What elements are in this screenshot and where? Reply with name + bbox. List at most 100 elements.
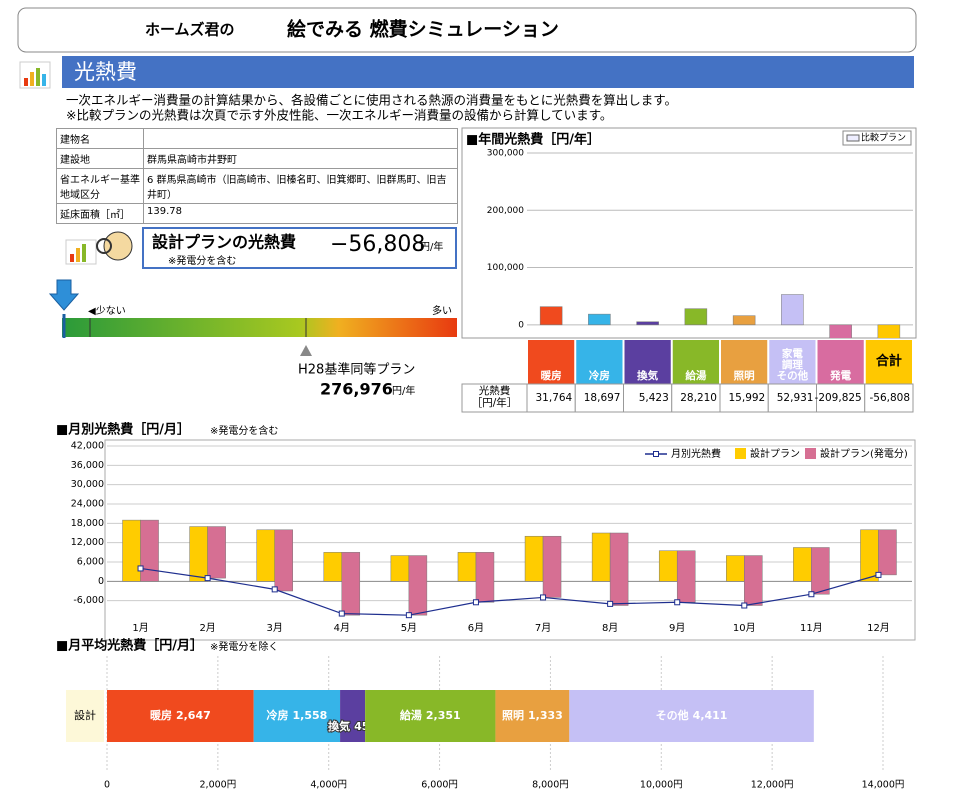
bar [726, 555, 745, 582]
section-bar [62, 56, 914, 88]
value-label: 52,931 [777, 392, 814, 404]
x-tick-label: 12,000円 [751, 780, 794, 791]
x-tick-label: 6,000円 [421, 780, 458, 791]
section-title: 光熱費 [74, 60, 137, 84]
legend-point [653, 451, 659, 457]
category-box [576, 340, 623, 384]
bar [457, 552, 477, 582]
x-tick-label: 8月 [602, 622, 618, 634]
chart-title: ■年間光熱費［円/年］ [466, 132, 600, 148]
x-tick-label: 6月 [468, 622, 484, 634]
x-tick-label: 10月 [733, 622, 756, 634]
value-label: 28,210 [680, 392, 717, 404]
bar [684, 308, 708, 326]
bar [475, 552, 495, 603]
bar-segment [569, 690, 814, 742]
header-title: 絵でみる 燃費シミュレーション [287, 18, 559, 41]
bar [323, 552, 343, 582]
x-tick-label: 2,000円 [200, 780, 237, 791]
y-tick-label: 42,000 [71, 441, 104, 452]
bar [811, 547, 830, 595]
y-tick-label: 0 [518, 320, 524, 330]
bar-segment [340, 690, 366, 742]
x-tick-label: 5月 [401, 622, 417, 634]
legend-label: 設計プラン(発電分) [820, 447, 908, 460]
bar [140, 519, 159, 582]
category-box [528, 340, 575, 384]
design-note: ※発電分を含む [168, 254, 236, 267]
info-table: 建物名 建設地 群馬県高崎市井野町 省エネルギー基準地域区分 6 群馬県高崎市（旧高… [56, 128, 458, 224]
x-tick-label: 12月 [867, 622, 890, 634]
header-subtitle: ホームズ君の [145, 21, 235, 39]
row-label: 光熱費 ［円/年］ [471, 385, 518, 409]
bar [829, 324, 852, 338]
y-tick-label: 24,000 [71, 499, 104, 510]
design-arrow [48, 279, 80, 311]
y-tick-label: 300,000 [487, 149, 524, 159]
segment-value: 2,351 [426, 709, 461, 722]
legend-label: 比較プラン [861, 132, 906, 144]
gauge-low: ◀少ない [88, 305, 126, 317]
category-label: 冷房 [588, 370, 610, 382]
x-tick-label: 10,000円 [640, 780, 683, 791]
header-box [17, 7, 917, 53]
bar [341, 552, 361, 616]
baseline-label: H28基準同等プラン [298, 362, 415, 378]
cell: 6 群馬県高崎市（旧高崎市、旧榛名町、旧箕郷町、旧群馬町、旧吉井町） [143, 168, 458, 204]
design-unit: 円/年 [420, 240, 443, 253]
value-label: -209,825 [815, 392, 862, 404]
legend-label: 設計プラン [750, 447, 800, 460]
bar [588, 313, 611, 326]
segment-name: その他 [656, 708, 689, 722]
category-box [66, 690, 104, 742]
note: ※比較プランの光熱費は次頁で示す外皮性能、一次エネルギー消費量の設備から計算して… [66, 108, 612, 123]
cell: 群馬県高崎市井野町 [143, 148, 458, 169]
value-label: 18,697 [584, 392, 621, 404]
table-cell [574, 383, 624, 413]
value-label: -56,808 [869, 392, 910, 404]
segment-label: 照明 1,333 [502, 709, 563, 722]
y-tick-label: 18,000 [71, 518, 104, 529]
y-tick-label: 12,000 [71, 537, 104, 548]
point [204, 575, 211, 582]
bar [524, 535, 544, 582]
point [607, 600, 614, 607]
segment-name: 照明 [502, 709, 524, 722]
point [472, 599, 479, 606]
category-label: 換気 [637, 370, 659, 382]
value-label: 5,423 [639, 392, 669, 404]
table-cell [864, 383, 914, 413]
x-tick-label: 11月 [800, 622, 823, 634]
segment-value: 1,333 [528, 709, 563, 722]
gauge-bar [62, 318, 457, 337]
category-label: 照明 [733, 370, 755, 382]
x-tick-label: 2月 [199, 622, 215, 634]
bar [793, 547, 812, 582]
bar [189, 526, 208, 582]
line [140, 567, 879, 616]
segment-value: 2,647 [176, 709, 211, 722]
bar [274, 529, 293, 592]
chart-title: ■月別光熱費［円/月］ [56, 422, 190, 438]
category-box [672, 340, 719, 384]
x-tick-label: 7月 [535, 622, 551, 634]
category-box [769, 340, 816, 384]
segment-name: 暖房 [150, 708, 172, 722]
y-tick-label: 100,000 [487, 263, 524, 273]
y-tick-label: 0 [98, 576, 104, 587]
bar [122, 519, 141, 582]
bar [542, 535, 562, 598]
x-tick-label: 3月 [267, 622, 283, 634]
segment-name: 冷房 [266, 708, 288, 722]
cell: 省エネルギー基準地域区分 [56, 168, 144, 204]
table-cell [767, 383, 817, 413]
design-value: −56,808 [330, 232, 425, 257]
baseline-unit: 円/年 [392, 384, 415, 397]
point [875, 571, 882, 578]
design-icon [65, 231, 133, 265]
baseline-value: 276,976 [320, 380, 393, 399]
chart-note: ※発電分を含む [210, 424, 278, 437]
segment-name: 給湯 [400, 708, 422, 722]
chart-note: ※発電分を除く [210, 640, 278, 653]
